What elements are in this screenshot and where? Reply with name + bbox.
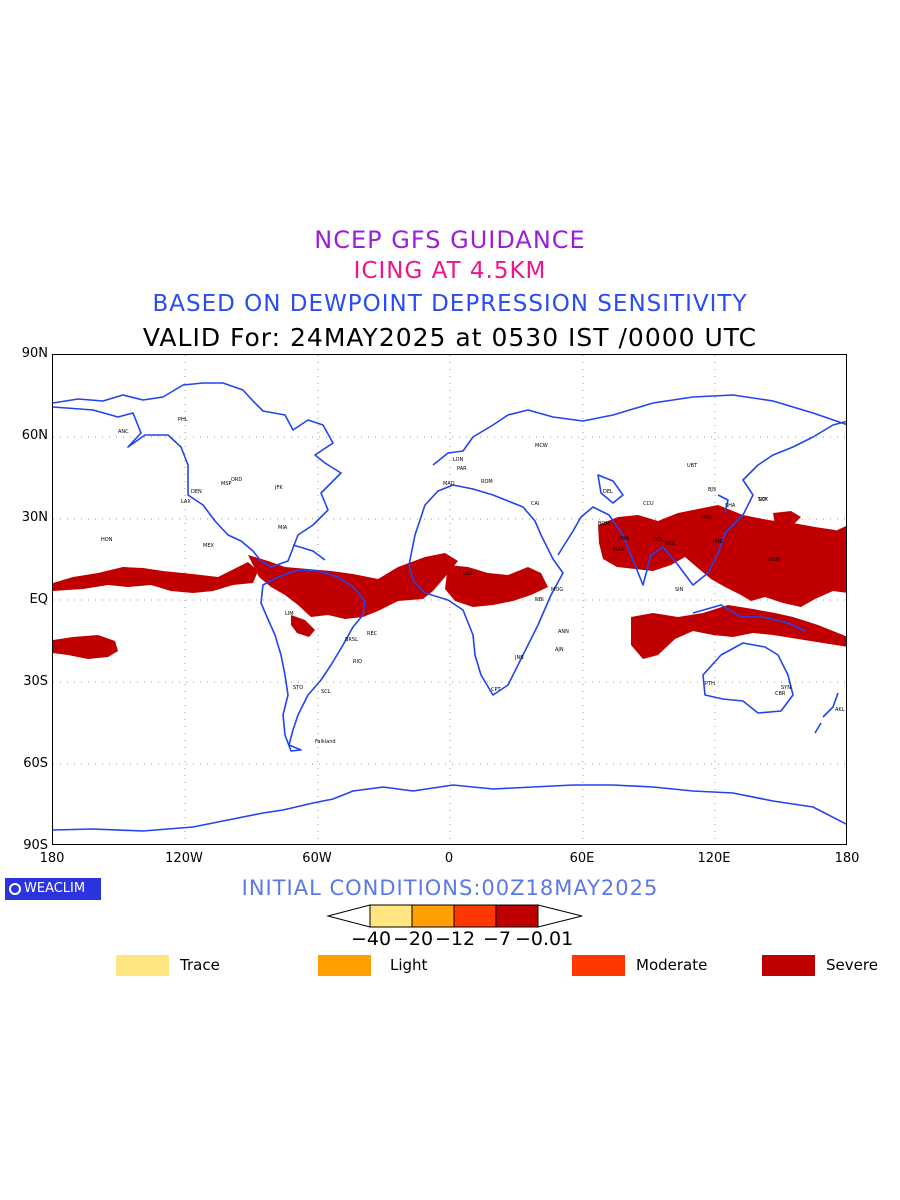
title-valid-time: VALID For: 24MAY2025 at 0530 IST /0000 U… — [142, 323, 758, 352]
station-label-ord: ORD — [231, 477, 242, 483]
station-label-bjs: BJS — [708, 487, 716, 493]
map-svg: ANC PHL MSP DEN ORD LAX JFK MIA MEX HON LIM BRSL REC… — [53, 355, 846, 844]
station-label-jnb: JNB — [514, 655, 524, 661]
station-label-sto: STO — [293, 685, 303, 691]
title-method: BASED ON DEWPOINT DEPRESSION SENSITIVITY — [152, 291, 748, 317]
colorbar-light — [411, 904, 455, 928]
station-label-cbr: CBR — [775, 691, 786, 697]
lon-label-60w: 60W — [302, 851, 332, 866]
station-label-sha: SHA — [725, 503, 736, 509]
colorbar-left-arrow — [326, 904, 371, 928]
station-label-tok: TOK — [757, 497, 769, 503]
station-label-mex: MEX — [203, 543, 214, 549]
lon-label-60e: 60E — [569, 851, 595, 866]
lat-label-90s: 90S — [23, 838, 48, 853]
station-label-ubt: UBT — [687, 463, 698, 469]
station-label-den: DEN — [191, 489, 202, 495]
station-label-mia: MIA — [278, 525, 288, 531]
station-label-hkg: HKG — [701, 515, 712, 521]
lon-label-180e: 180 — [834, 851, 860, 866]
station-label-falkland: Falkland — [315, 739, 336, 745]
colorbar-label-4: −7 — [483, 928, 512, 950]
station-label-rio: RIO — [353, 659, 362, 665]
lon-label-0: 0 — [444, 851, 454, 866]
station-label-dha: DHA — [618, 536, 630, 542]
severe-icing-regions — [53, 505, 846, 659]
station-label-del: DEL — [603, 489, 613, 495]
colorbar-label-5: −0.01 — [515, 928, 574, 950]
station-labels: ANC PHL MSP DEN ORD LAX JFK MIA MEX HON LIM BRSL REC… — [101, 417, 845, 745]
station-label-cpt: CPT — [491, 687, 502, 693]
station-label-mnl: MNL — [713, 539, 724, 545]
legend-trace-swatch — [116, 955, 169, 976]
weaclim-logo: WEACLIM — [5, 878, 101, 900]
station-label-mog: MOG — [551, 587, 563, 593]
colorbar-label-3: −12 — [435, 928, 476, 950]
station-label-jfk: JFK — [274, 485, 283, 491]
lat-label-60s: 60S — [23, 756, 48, 771]
initial-conditions: INITIAL CONDITIONS:00Z18MAY2025 — [241, 876, 659, 900]
station-label-akl: AKL — [835, 707, 845, 713]
station-label-bom: BOM — [598, 521, 610, 527]
station-label-ajn: AJN — [555, 647, 564, 653]
station-label-par: PAR — [457, 466, 467, 472]
coastlines — [53, 382, 846, 832]
colorbar — [326, 904, 583, 928]
station-label-brsl: BRSL — [345, 637, 358, 643]
colorbar-label-2: −20 — [393, 928, 434, 950]
station-label-msp: MSP — [221, 481, 232, 487]
station-label-dol: DOL — [653, 537, 664, 543]
lat-label-90n: 90N — [21, 346, 48, 361]
station-label-los: LOS — [463, 571, 473, 577]
legend-moderate-label: Moderate — [636, 956, 708, 974]
title-guidance: NCEP GFS GUIDANCE — [314, 226, 586, 254]
station-label-sin: SIN — [675, 587, 684, 593]
station-label-rec: REC — [367, 631, 378, 637]
colorbar-moderate — [453, 904, 497, 928]
station-label-maa: MAA — [613, 547, 625, 553]
lon-label-180w: 180 — [39, 851, 65, 866]
station-label-syn: SYN — [781, 685, 791, 691]
station-label-scl: SCL — [321, 689, 331, 695]
legend-light-swatch — [318, 955, 371, 976]
station-label-lim: LIM — [285, 611, 294, 617]
legend-trace-label: Trace — [180, 956, 220, 974]
colorbar-severe — [495, 904, 539, 928]
station-label-phl: PHL — [178, 417, 188, 423]
lon-label-120e: 120E — [697, 851, 731, 866]
legend-severe-label: Severe — [826, 956, 878, 974]
lat-label-30n: 30N — [21, 510, 48, 525]
logo-ring-icon — [9, 883, 21, 895]
legend-light-label: Light — [390, 956, 428, 974]
lon-label-120w: 120W — [165, 851, 203, 866]
station-label-mad: MAD — [443, 481, 455, 487]
station-label-lax: LAX — [181, 499, 191, 505]
world-map: ANC PHL MSP DEN ORD LAX JFK MIA MEX HON LIM BRSL REC… — [52, 354, 847, 845]
logo-text: WEACLIM — [24, 881, 86, 896]
station-label-ann: ANN — [558, 629, 569, 635]
lat-label-30s: 30S — [23, 674, 48, 689]
legend-severe-swatch — [762, 955, 815, 976]
title-icing-level: ICING AT 4.5KM — [353, 258, 547, 284]
lat-label-eq: EQ — [29, 592, 48, 607]
station-label-pth: PTH — [705, 681, 715, 687]
station-label-anc: ANC — [118, 429, 129, 435]
station-label-hon: HON — [101, 537, 113, 543]
station-label-lon: LON — [453, 457, 464, 463]
colorbar-trace — [369, 904, 413, 928]
station-label-cai: CAI — [531, 501, 539, 507]
legend-moderate-swatch — [572, 955, 625, 976]
station-label-mcw: MCW — [535, 443, 548, 449]
station-label-gum: GUM — [768, 557, 780, 563]
station-label-sky: SKY — [758, 497, 768, 503]
station-label-rom: ROM — [481, 479, 493, 485]
colorbar-right-arrow — [537, 904, 583, 928]
colorbar-label-1: −40 — [351, 928, 392, 950]
station-label-nbi: NBI — [535, 597, 544, 603]
lat-label-60n: 60N — [21, 428, 48, 443]
station-label-ccu: CCU — [643, 501, 654, 507]
station-label-bkk: BKK — [665, 541, 676, 547]
